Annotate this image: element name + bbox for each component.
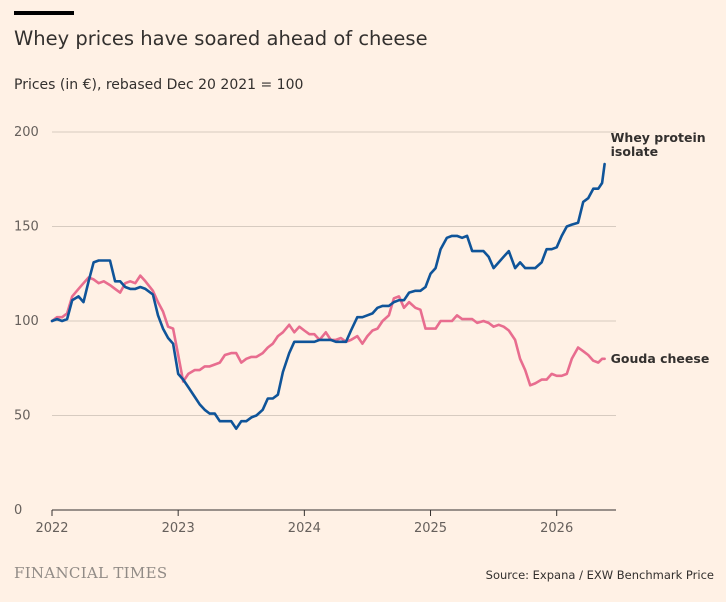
y-tick-label: 150 xyxy=(14,220,39,235)
x-tick-label: 2022 xyxy=(35,521,68,536)
chart-title: Whey prices have soared ahead of cheese xyxy=(14,27,428,50)
x-tick-label: 2025 xyxy=(414,521,447,536)
y-tick-label: 0 xyxy=(14,503,22,518)
series-label-line: Whey protein xyxy=(611,130,706,145)
series-label: Whey protein isolate xyxy=(611,130,706,159)
y-tick-label: 100 xyxy=(14,314,39,329)
chart-subtitle: Prices (in €), rebased Dec 20 2021 = 100 xyxy=(14,77,304,93)
y-tick-label: 50 xyxy=(14,409,31,424)
series-label-line: Gouda cheese xyxy=(611,351,710,366)
y-tick-label: 200 xyxy=(14,125,39,140)
series-line-gouda-cheese xyxy=(50,274,606,387)
header-rule xyxy=(14,11,74,15)
source-note: Source: Expana / EXW Benchmark Price xyxy=(485,568,714,582)
series-label-line: isolate xyxy=(611,144,659,159)
x-tick-label: 2026 xyxy=(540,521,573,536)
series-line-whey-protein-isolate xyxy=(50,162,606,430)
x-tick-label: 2024 xyxy=(288,521,321,536)
ft-logo: FINANCIAL TIMES xyxy=(14,564,168,582)
series-label: Gouda cheese xyxy=(611,351,710,366)
x-tick-label: 2023 xyxy=(162,521,195,536)
